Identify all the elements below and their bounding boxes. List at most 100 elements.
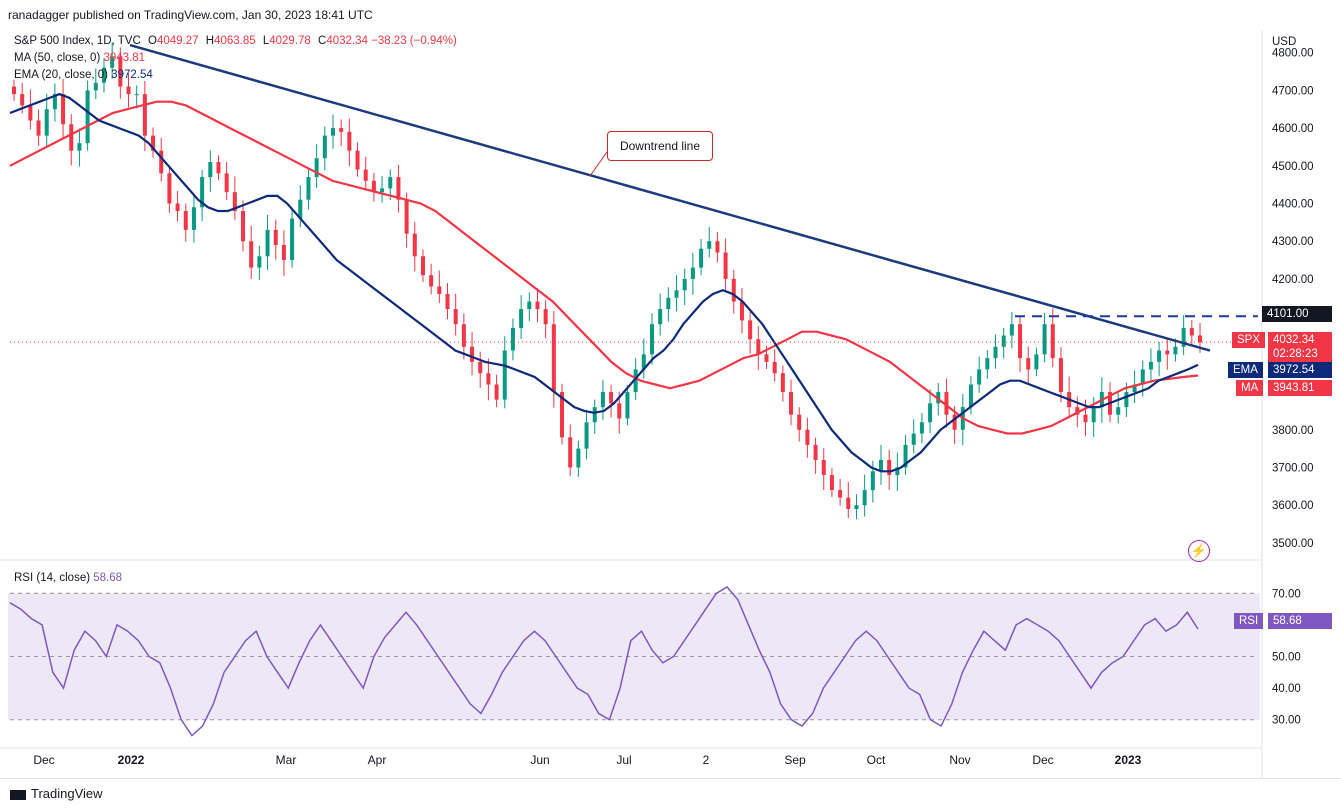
- candle-body: [330, 128, 335, 136]
- candle-body: [1042, 324, 1047, 355]
- lightning-icon[interactable]: ⚡: [1188, 540, 1210, 562]
- rsi-tick-label: 40.00: [1272, 683, 1301, 695]
- candle-body: [478, 361, 483, 374]
- candle-body: [461, 324, 466, 347]
- candle-body: [36, 120, 41, 136]
- candle-body: [224, 173, 229, 193]
- y-tick-label: 3600.00: [1272, 500, 1314, 512]
- brand-text: TradingView: [31, 786, 103, 801]
- candle-body: [633, 369, 638, 393]
- ema-legend: EMA (20, close, 0) 3972.54: [14, 69, 153, 81]
- x-tick-label: Mar: [276, 753, 297, 767]
- x-tick-label: Apr: [368, 753, 387, 767]
- candle-body: [911, 433, 916, 445]
- ema-tag-label: EMA: [1233, 364, 1258, 376]
- candle-body: [470, 346, 475, 362]
- candle-body: [339, 128, 344, 132]
- candle-body: [208, 162, 213, 178]
- candle-body: [1116, 407, 1121, 415]
- candle-body: [1083, 414, 1088, 423]
- candle-body: [739, 301, 744, 321]
- candle-body: [821, 459, 826, 476]
- tradingview-logo-icon: [10, 789, 26, 800]
- ma-symbol-tag: MA: [1236, 380, 1264, 396]
- candle-body: [731, 278, 736, 302]
- candle-body: [281, 244, 286, 261]
- candle-body: [453, 309, 458, 325]
- candle-body: [380, 188, 385, 193]
- downtrend-line: [129, 43, 1211, 352]
- candle-body: [134, 94, 139, 96]
- candle-body: [592, 407, 597, 423]
- candle-body: [723, 252, 728, 279]
- candle-body: [52, 94, 57, 110]
- candle-body: [175, 203, 180, 212]
- low-value: 4029.78: [269, 35, 311, 47]
- candle-body: [142, 94, 147, 136]
- ema-legend-label: EMA (20, close, 0): [14, 69, 108, 81]
- candle-body: [617, 403, 622, 419]
- candle-body: [412, 233, 417, 257]
- candle-body: [707, 241, 712, 249]
- rsi-tick-label: 50.00: [1272, 652, 1301, 664]
- downtrend-callout-text: Downtrend line: [619, 139, 701, 153]
- candle-body: [551, 324, 556, 393]
- candle-body: [1034, 354, 1039, 370]
- candle-body: [829, 475, 834, 491]
- x-tick-label: Jul: [616, 753, 631, 767]
- candle-body: [560, 392, 565, 438]
- candle-body: [1198, 335, 1202, 343]
- candle-body: [543, 309, 548, 325]
- candle-body: [486, 373, 491, 385]
- close-value: 4032.34: [326, 35, 368, 47]
- x-tick-label: Jun: [530, 753, 549, 767]
- y-tick-label: 4700.00: [1272, 85, 1314, 97]
- candle-body: [527, 301, 532, 310]
- level-tag-value: 4101.00: [1267, 308, 1309, 320]
- ma-legend-label: MA (50, close, 0): [14, 52, 101, 64]
- candle-body: [952, 414, 957, 430]
- candle-body: [420, 256, 425, 276]
- candle-body: [249, 241, 254, 268]
- spx-countdown: 02:28:23: [1273, 348, 1318, 360]
- candle-body: [241, 211, 246, 242]
- candle-body: [1018, 324, 1023, 359]
- candle-body: [887, 459, 892, 476]
- x-tick-label: Nov: [949, 753, 970, 767]
- candle-body: [944, 392, 949, 415]
- rsi-tag-price: 58.68: [1273, 615, 1302, 627]
- candle-body: [797, 414, 802, 430]
- candle-body: [780, 373, 785, 393]
- candle-body: [1091, 407, 1096, 423]
- y-tick-label: 4800.00: [1272, 48, 1314, 60]
- candle-body: [1009, 324, 1014, 336]
- y-tick-label: 3700.00: [1272, 462, 1314, 474]
- candle-body: [919, 422, 924, 434]
- ma-price-tag: 3943.81: [1268, 380, 1332, 396]
- rsi-legend-value: 58.68: [93, 572, 123, 584]
- candle-body: [1148, 361, 1153, 370]
- candle-body: [666, 297, 671, 310]
- candle-body: [584, 422, 589, 449]
- candle-body: [903, 444, 908, 468]
- candle-body: [1165, 350, 1170, 355]
- ema-tag-price: 3972.54: [1273, 364, 1315, 376]
- candle-body: [862, 490, 867, 506]
- close-label: C: [318, 35, 327, 47]
- ema-price-tag: 3972.54: [1268, 362, 1332, 378]
- candle-body: [290, 218, 295, 261]
- x-tick-label: Oct: [867, 753, 886, 767]
- candle-body: [61, 94, 66, 125]
- downtrend-callout[interactable]: Downtrend line: [607, 131, 713, 161]
- candle-body: [200, 177, 205, 208]
- candle-body: [85, 90, 90, 144]
- ma-legend-value: 3943.81: [103, 52, 146, 64]
- candle-body: [690, 267, 695, 279]
- tradingview-logo[interactable]: TradingView: [10, 786, 103, 801]
- candle-body: [1181, 327, 1186, 347]
- publisher-text: ranadagger published on TradingView.com,…: [8, 8, 373, 22]
- candle-body: [388, 177, 393, 189]
- ema-symbol-tag: EMA: [1228, 362, 1263, 378]
- x-tick-label: 2022: [118, 753, 145, 767]
